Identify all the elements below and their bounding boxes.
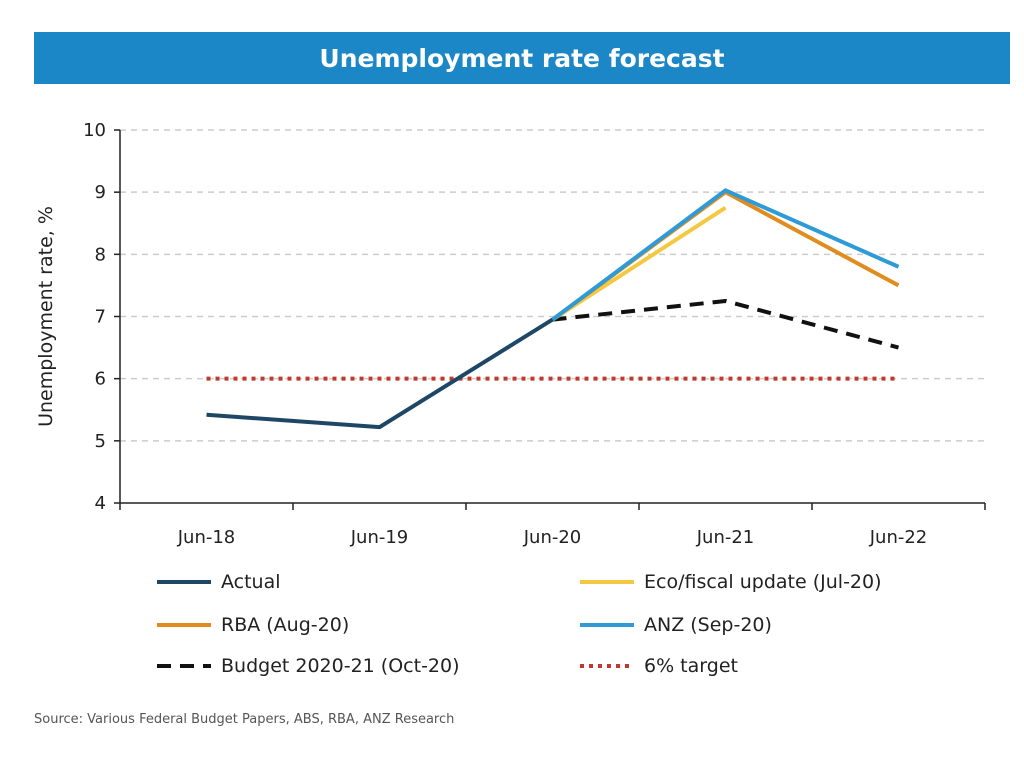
y-tick-label: 6 [95,369,106,390]
legend-label: Actual [221,571,281,593]
legend-swatch [157,580,211,584]
legend-item: Eco/fiscal update (Jul-20) [578,568,882,596]
y-axis-title: Unemployment rate, % [35,206,57,427]
series-line-anz-sep-20 [551,188,900,322]
y-tick-label: 5 [95,431,106,452]
series-line-budget-2020-21-oct-20 [552,298,900,350]
x-tick-label: Jun-18 [177,527,236,548]
x-tick-label: Jun-22 [869,527,928,548]
legend-item: RBA (Aug-20) [155,611,349,639]
series-line-actual [206,317,554,430]
y-tick-label: 8 [95,244,106,265]
x-tick-label: Jun-21 [696,527,755,548]
x-tick-label: Jun-20 [523,527,582,548]
y-tick-label: 9 [95,182,106,203]
legend-label: Budget 2020-21 (Oct-20) [221,655,460,677]
legend-item: ANZ (Sep-20) [578,611,772,639]
legend-swatch [157,664,211,668]
y-tick-label: 10 [83,120,106,141]
chart-title: Unemployment rate forecast [34,32,1010,84]
legend-swatch [580,664,634,668]
legend-swatch [157,623,211,627]
legend-label: ANZ (Sep-20) [644,614,772,636]
legend-label: RBA (Aug-20) [221,614,350,636]
line-chart: 4 5 6 7 8 9 10 Jun-18 Jun-19 Jun-20 Jun-21 Jun-22 Un… [35,120,986,548]
series-line-eco-fiscal-update-jul-20 [551,206,727,322]
legend-item: Budget 2020-21 (Oct-20) [155,652,460,680]
legend-label: 6% target [644,655,738,677]
legend-item: 6% target [578,652,738,680]
legend-swatch [580,580,634,584]
legend-label: Eco/fiscal update (Jul-20) [644,571,882,593]
legend-item: Actual [155,568,281,596]
source-note: Source: Various Federal Budget Papers, A… [34,712,455,727]
y-tick-label: 4 [95,493,106,514]
x-tick-label: Jun-19 [350,527,409,548]
legend-swatch [580,623,634,627]
y-tick-label: 7 [95,307,106,328]
